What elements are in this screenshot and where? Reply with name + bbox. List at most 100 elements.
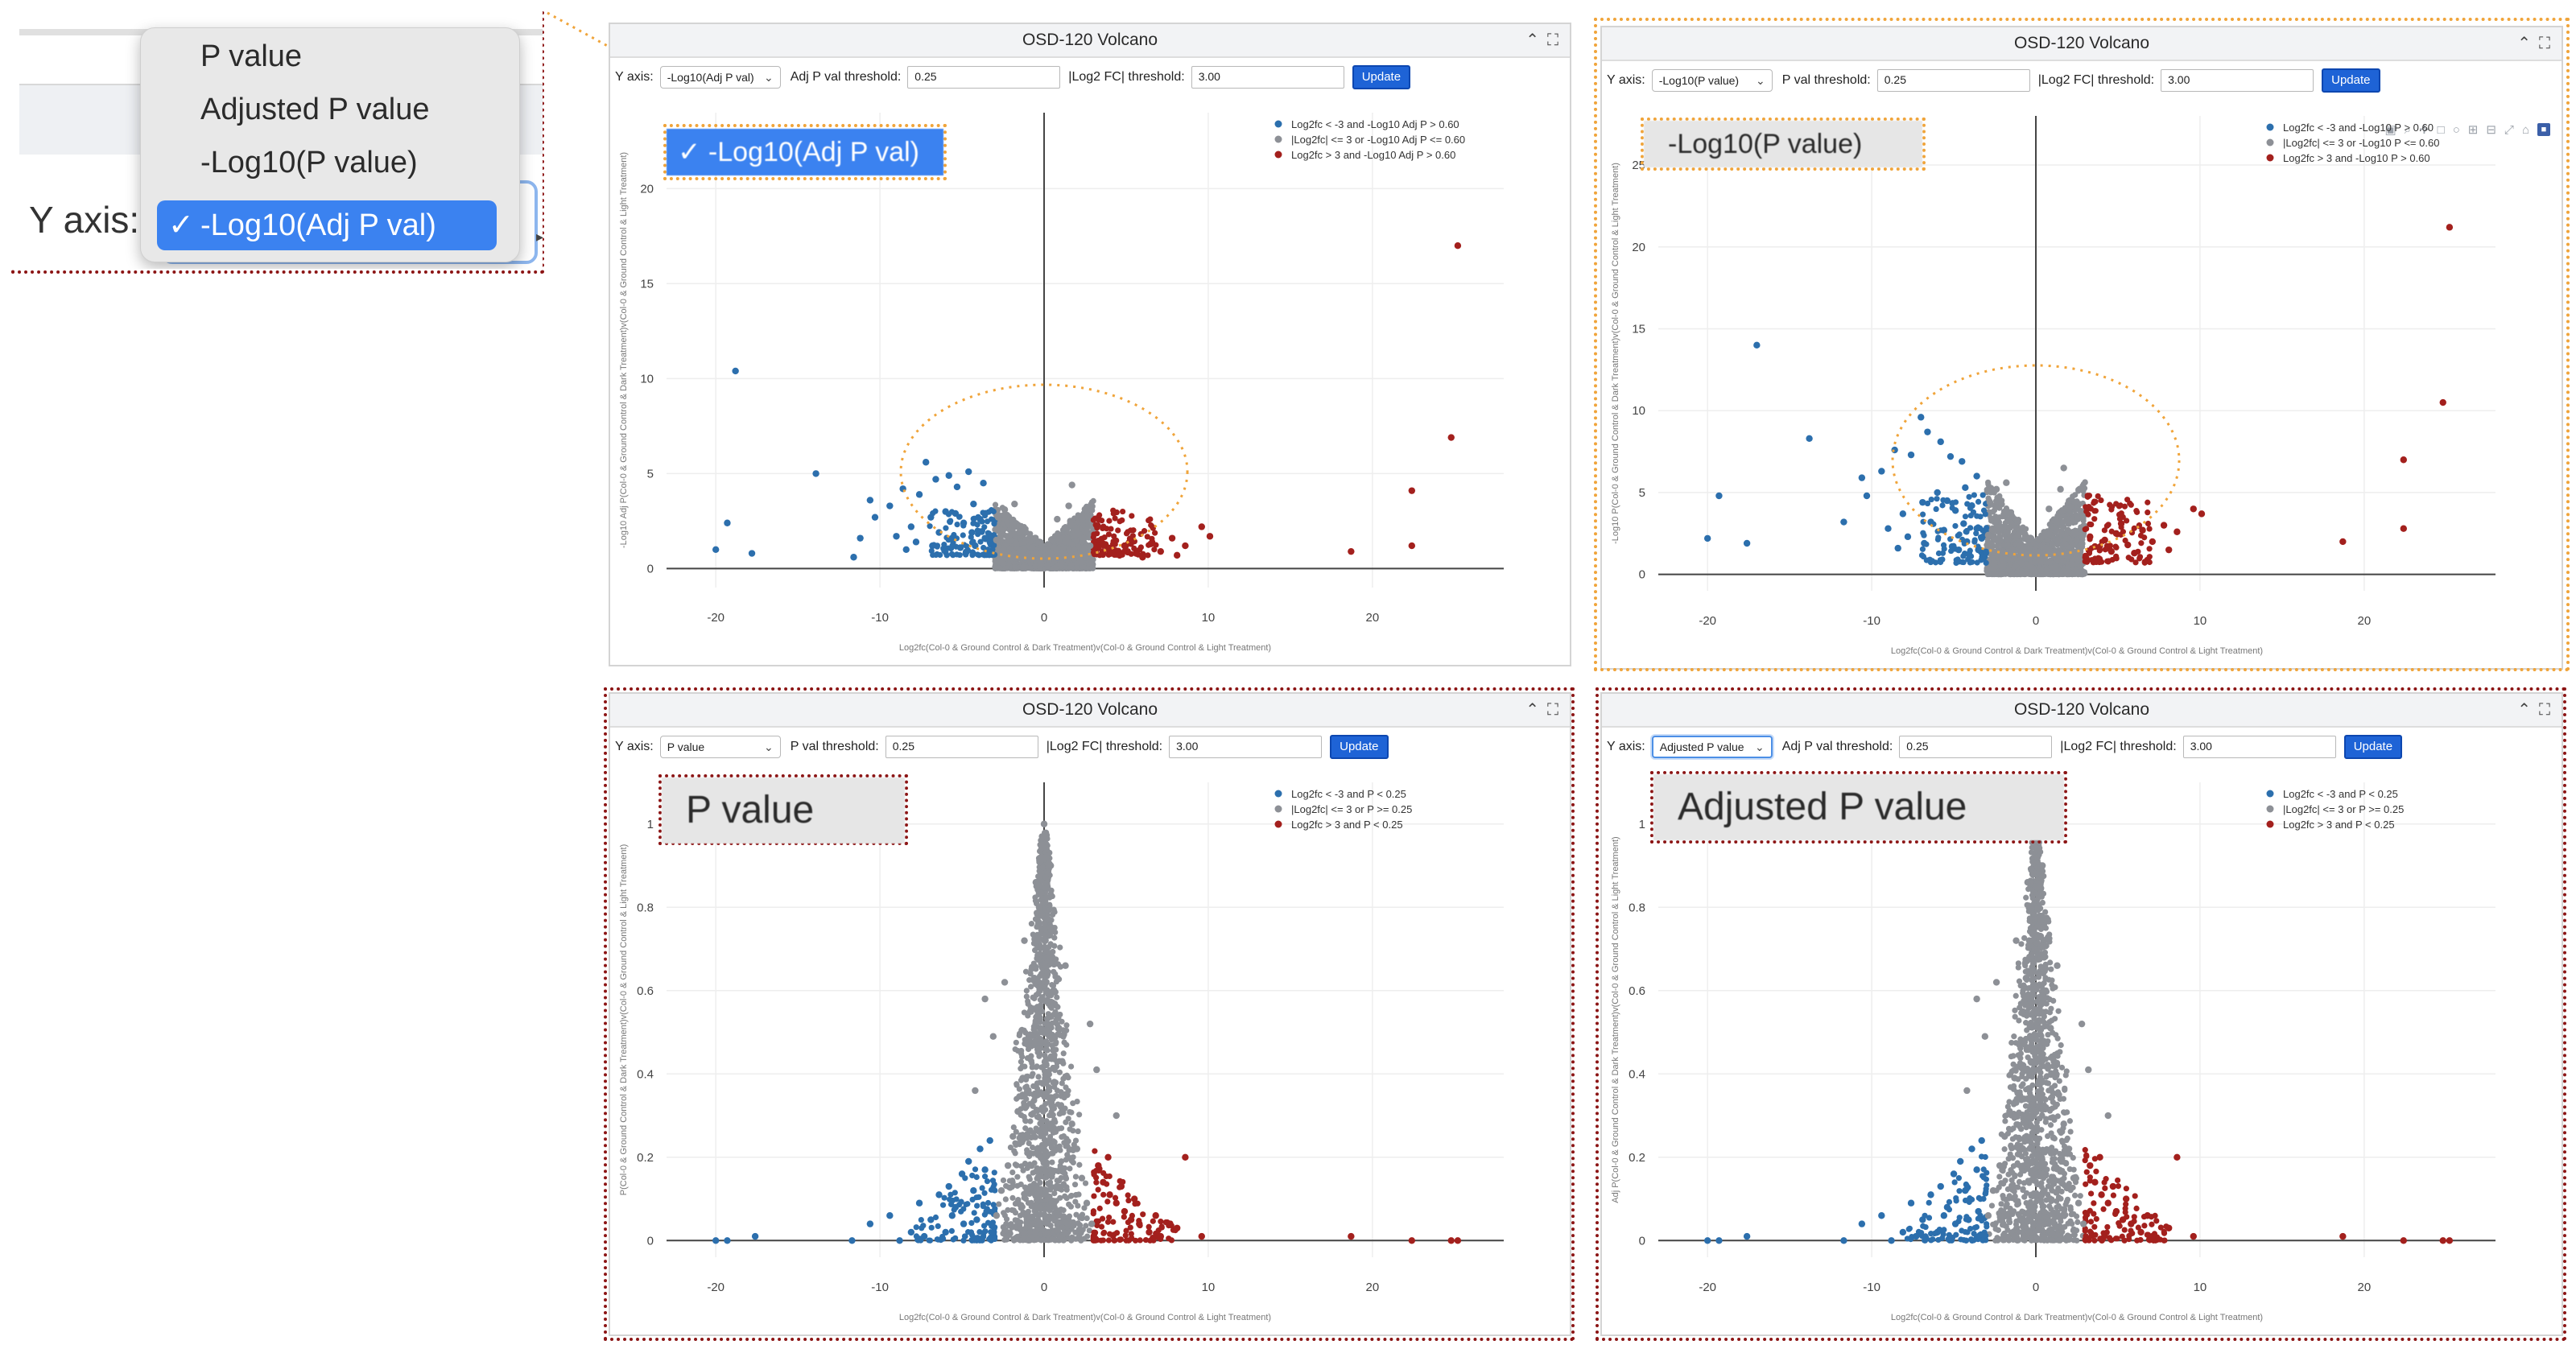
- up-point: [1129, 533, 1136, 539]
- ns-point: [1997, 538, 2004, 544]
- ns-point: [2022, 534, 2029, 540]
- ns-point: [1007, 1144, 1014, 1151]
- fc-threshold-input[interactable]: 3.00: [2161, 69, 2314, 92]
- menu-option-log10-adj-p-val[interactable]: ✓ -Log10(Adj P val): [157, 200, 497, 250]
- up-point: [1120, 508, 1126, 515]
- series-0-point: [1885, 525, 1892, 532]
- fullscreen-icon[interactable]: ⛶: [2539, 35, 2550, 52]
- box-select-icon[interactable]: □: [2437, 122, 2445, 137]
- fullscreen-icon[interactable]: ⛶: [1547, 31, 1558, 49]
- zoom-out-icon[interactable]: ⊟: [2486, 123, 2496, 137]
- zoom-icon[interactable]: ⌕: [2404, 122, 2412, 137]
- ns-point: [1060, 1050, 1067, 1057]
- autoscale-icon[interactable]: ⤢: [2504, 122, 2514, 137]
- down-point: [1928, 496, 1934, 503]
- fc-threshold-label: |Log2 FC| threshold:: [1046, 740, 1163, 753]
- pan-icon[interactable]: ✛: [2419, 123, 2429, 137]
- ns-point: [1059, 1133, 1065, 1141]
- x-axis-title: Log2fc(Col-0 & Ground Control & Dark Tre…: [1891, 646, 2263, 656]
- ns-point: [1004, 512, 1011, 518]
- series-1-point: [1026, 555, 1033, 563]
- y-tick-label: 0.4: [637, 1067, 654, 1081]
- series-2-point: [1348, 547, 1355, 555]
- update-button[interactable]: Update: [1330, 735, 1389, 759]
- series-0-point: [893, 533, 900, 540]
- ns-point: [1078, 1237, 1084, 1244]
- series-0-point: [732, 367, 739, 375]
- ns-point: [2046, 559, 2054, 566]
- collapse-icon[interactable]: ⌃: [1525, 31, 1539, 49]
- chevron-down-icon: ⌄: [1756, 73, 1765, 87]
- ns-point: [2053, 567, 2059, 573]
- y-axis-select[interactable]: P value ⌄: [659, 736, 781, 758]
- chevron-right-icon: ▸: [536, 229, 543, 245]
- series-0-point: [1921, 539, 1928, 547]
- up-point: [2086, 550, 2093, 556]
- fc-threshold-input[interactable]: 3.00: [1169, 736, 1323, 758]
- collapse-icon[interactable]: ⌃: [1525, 701, 1539, 719]
- ns-point: [1992, 536, 1999, 542]
- y-axis-select[interactable]: -Log10(P value) ⌄: [1651, 69, 1773, 92]
- ns-point: [1084, 1215, 1090, 1222]
- down-point: [927, 523, 933, 530]
- series-2-point: [2117, 520, 2125, 527]
- series-0-point: [1924, 428, 1931, 435]
- down-point: [1963, 529, 1970, 535]
- p-threshold-input[interactable]: 0.25: [907, 66, 1061, 89]
- y-tick-label: 5: [647, 467, 654, 481]
- collapse-icon[interactable]: ⌃: [2517, 35, 2531, 52]
- update-button[interactable]: Update: [1352, 65, 1411, 89]
- reset-icon[interactable]: ⌂: [2521, 122, 2529, 137]
- series-1-point: [1996, 525, 2004, 532]
- series-0-point: [1955, 546, 1963, 554]
- legend-entry-1: |Log2fc| <= 3 or -Log10 P <= 0.60: [2283, 137, 2439, 149]
- ns-point: [1029, 1163, 1035, 1169]
- down-point: [1960, 559, 1967, 566]
- update-button[interactable]: Update: [2322, 68, 2380, 93]
- fullscreen-icon[interactable]: ⛶: [1547, 701, 1558, 719]
- ns-point: [2057, 547, 2063, 554]
- menu-option-log10-p-value[interactable]: -Log10(P value): [200, 146, 418, 179]
- menu-option-p-value[interactable]: P value: [200, 39, 303, 73]
- p-threshold-input[interactable]: 0.25: [885, 736, 1038, 758]
- panel-title: OSD-120 Volcano: [2013, 34, 2150, 52]
- series-1-point: [2071, 530, 2079, 537]
- panel-title: OSD-120 Volcano: [1022, 700, 1158, 719]
- zoom-in-icon[interactable]: ⊞: [2467, 123, 2479, 137]
- camera-icon[interactable]: ▣: [2384, 123, 2396, 137]
- x-tick-label: 0: [1041, 611, 1047, 625]
- fc-threshold-input[interactable]: 3.00: [1191, 66, 1344, 89]
- series-0-point: [970, 500, 977, 508]
- up-point: [2083, 508, 2090, 514]
- up-point: [2146, 526, 2153, 532]
- series-2-point: [1116, 551, 1124, 559]
- series-0-point: [1960, 520, 1967, 527]
- series-0-point: [986, 538, 993, 546]
- series-0-point: [956, 544, 964, 551]
- up-point: [2124, 497, 2131, 503]
- plotly-logo-icon[interactable]: ■: [2537, 123, 2550, 136]
- series-1-point: [1045, 554, 1053, 561]
- down-point: [934, 542, 940, 549]
- y-tick-label: 0: [647, 1234, 654, 1248]
- ns-point: [1044, 562, 1051, 568]
- down-point: [982, 509, 989, 516]
- p-threshold-input[interactable]: 0.25: [1876, 69, 2030, 92]
- down-point: [956, 551, 963, 559]
- ns-point: [1057, 944, 1063, 951]
- y-axis-select[interactable]: -Log10(Adj P val) ⌄: [659, 66, 781, 89]
- series-2-point: [1121, 542, 1129, 550]
- down-point: [1920, 530, 1926, 536]
- ns-point: [1010, 1124, 1017, 1131]
- x-tick-label: -20: [1699, 614, 1716, 628]
- ns-point: [1071, 1182, 1079, 1188]
- up-point: [2146, 559, 2153, 566]
- lasso-icon[interactable]: ○: [2452, 122, 2460, 137]
- menu-option-adjusted-p-value[interactable]: Adjusted P value: [200, 93, 430, 126]
- ns-point: [1051, 558, 1058, 564]
- up-point: [2145, 499, 2151, 505]
- y-tick-label: 10: [1632, 404, 1645, 418]
